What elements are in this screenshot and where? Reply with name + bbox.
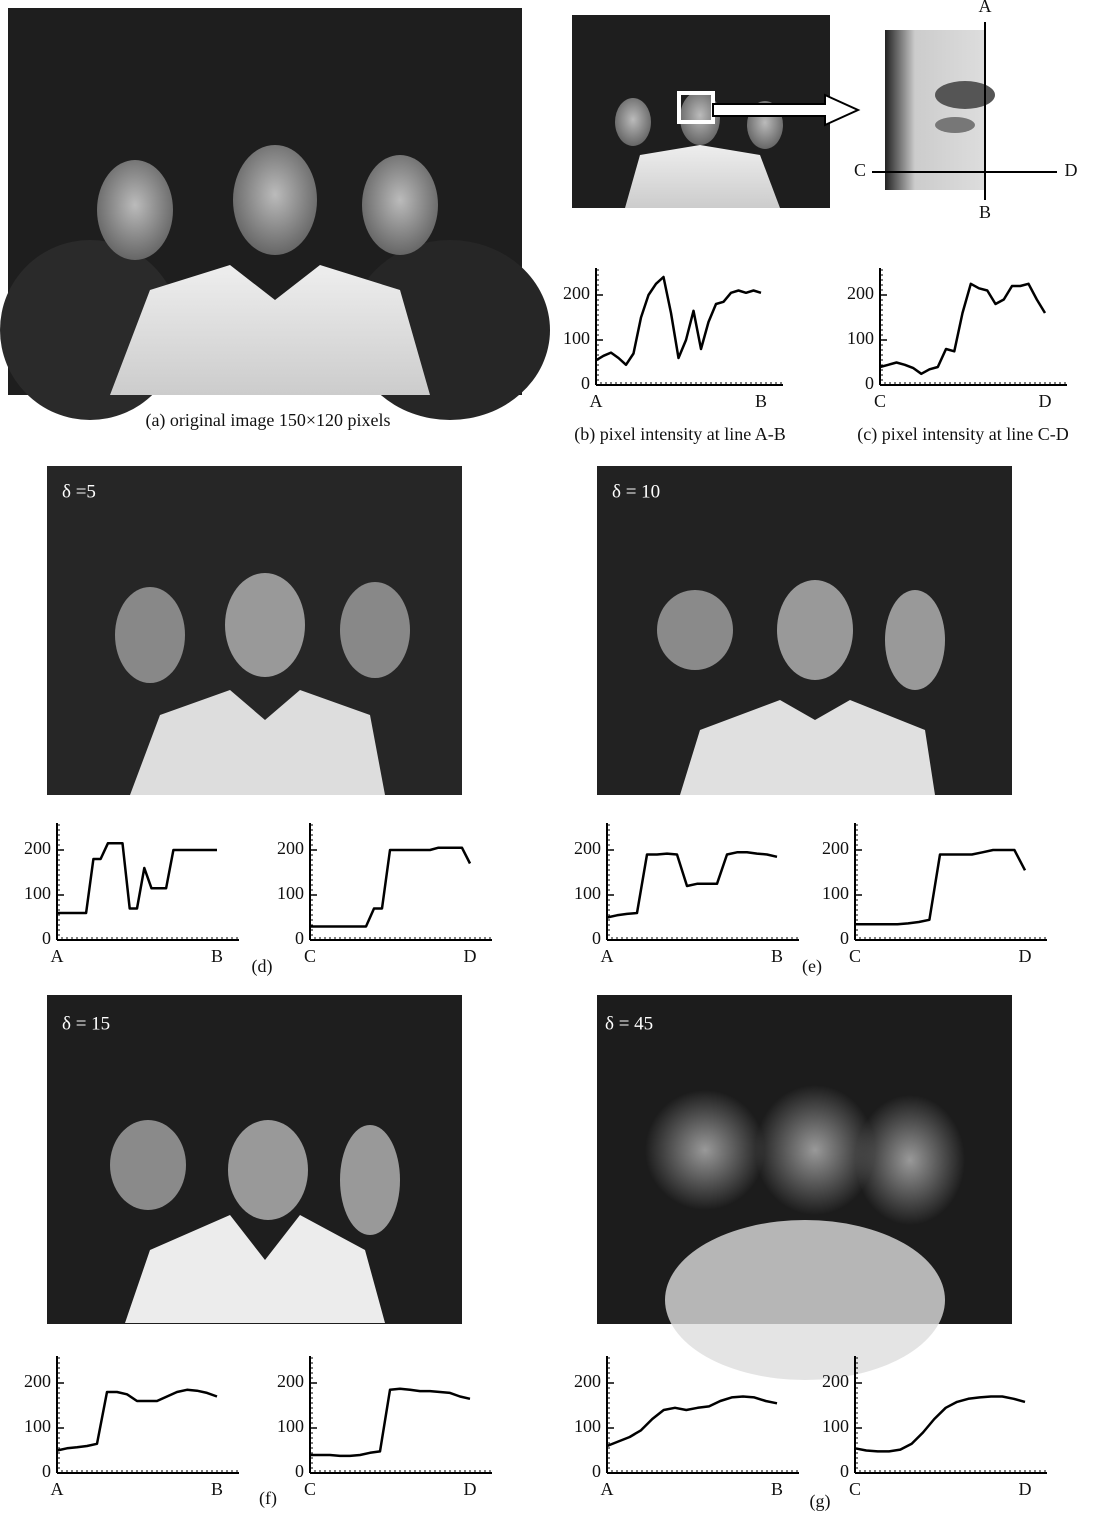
- data-line: [57, 1390, 217, 1451]
- y-tick-label: 200: [847, 283, 874, 303]
- x-end-label: D: [464, 946, 477, 966]
- y-tick-label: 100: [847, 328, 874, 348]
- data-line: [310, 1389, 470, 1456]
- x-end-label: B: [771, 946, 783, 966]
- x-end-label: D: [1019, 1479, 1032, 1499]
- panel-label: (f): [259, 1488, 277, 1509]
- y-tick-label: 100: [24, 883, 51, 903]
- x-end-label: A: [601, 1479, 614, 1499]
- x-end-label: B: [771, 1479, 783, 1499]
- x-end-label: B: [211, 1479, 223, 1499]
- y-tick-label: 100: [277, 1416, 304, 1436]
- x-end-label: A: [590, 391, 603, 411]
- y-tick-label: 0: [42, 928, 51, 948]
- y-tick-label: 200: [822, 1371, 849, 1391]
- caption: (b) pixel intensity at line A-B: [574, 424, 785, 445]
- y-tick-label: 200: [277, 838, 304, 858]
- data-line: [310, 848, 470, 927]
- panel-label: (e): [802, 956, 822, 977]
- y-tick-label: 100: [574, 1416, 601, 1436]
- y-tick-label: 0: [592, 928, 601, 948]
- data-line: [57, 843, 217, 913]
- x-end-label: A: [51, 1479, 64, 1499]
- zoom-label: C: [854, 160, 866, 180]
- y-tick-label: 100: [24, 1416, 51, 1436]
- y-tick-label: 200: [24, 838, 51, 858]
- y-tick-label: 0: [42, 1461, 51, 1481]
- x-end-label: C: [304, 946, 316, 966]
- delta-label: δ =5: [62, 481, 96, 502]
- y-tick-label: 100: [574, 883, 601, 903]
- x-end-label: B: [755, 391, 767, 411]
- photo-small: [572, 15, 858, 208]
- y-tick-label: 200: [24, 1371, 51, 1391]
- y-tick-label: 200: [574, 1371, 601, 1391]
- y-tick-label: 0: [592, 1461, 601, 1481]
- y-tick-label: 0: [865, 373, 874, 393]
- data-line: [855, 850, 1025, 924]
- y-tick-label: 200: [822, 838, 849, 858]
- delta-label: δ = 15: [62, 1013, 110, 1034]
- x-end-label: A: [51, 946, 64, 966]
- x-end-label: A: [601, 946, 614, 966]
- caption: (c) pixel intensity at line C-D: [857, 424, 1068, 445]
- x-end-label: C: [849, 1479, 861, 1499]
- y-tick-label: 0: [295, 928, 304, 948]
- zoom-label: B: [979, 202, 991, 222]
- y-tick-label: 0: [840, 1461, 849, 1481]
- photo-d15: δ = 15: [47, 995, 462, 1324]
- x-end-label: C: [304, 1479, 316, 1499]
- data-line: [607, 1397, 777, 1447]
- data-line: [855, 1397, 1025, 1452]
- x-end-label: C: [849, 946, 861, 966]
- y-tick-label: 0: [581, 373, 590, 393]
- photo-d10: δ = 10: [597, 466, 1012, 795]
- zoom-label: A: [979, 0, 992, 16]
- photo-original: [0, 8, 550, 420]
- y-tick-label: 0: [840, 928, 849, 948]
- data-line: [880, 284, 1045, 374]
- delta-label: δ = 45: [605, 1013, 653, 1034]
- x-end-label: B: [211, 946, 223, 966]
- y-tick-label: 200: [563, 283, 590, 303]
- x-end-label: D: [1039, 391, 1052, 411]
- y-tick-label: 200: [277, 1371, 304, 1391]
- photo-d45: δ = 45: [597, 995, 1012, 1380]
- y-tick-label: 0: [295, 1461, 304, 1481]
- y-tick-label: 100: [563, 328, 590, 348]
- panel-label: (d): [252, 956, 273, 977]
- caption: (a) original image 150×120 pixels: [145, 410, 390, 431]
- y-tick-label: 100: [822, 883, 849, 903]
- zoom-label: D: [1065, 160, 1078, 180]
- panel-label: (g): [810, 1491, 831, 1512]
- x-end-label: D: [1019, 946, 1032, 966]
- delta-label: δ = 10: [612, 481, 660, 502]
- data-line: [596, 277, 761, 365]
- x-end-label: C: [874, 391, 886, 411]
- x-end-label: D: [464, 1479, 477, 1499]
- photo-d5: δ =5: [47, 466, 462, 795]
- y-tick-label: 100: [822, 1416, 849, 1436]
- y-tick-label: 100: [277, 883, 304, 903]
- y-tick-label: 200: [574, 838, 601, 858]
- figure: A B C D (a) original image 150×120 pixel…: [0, 0, 1096, 1519]
- zoom-patch: A B C D: [854, 0, 1078, 222]
- data-line: [607, 852, 777, 917]
